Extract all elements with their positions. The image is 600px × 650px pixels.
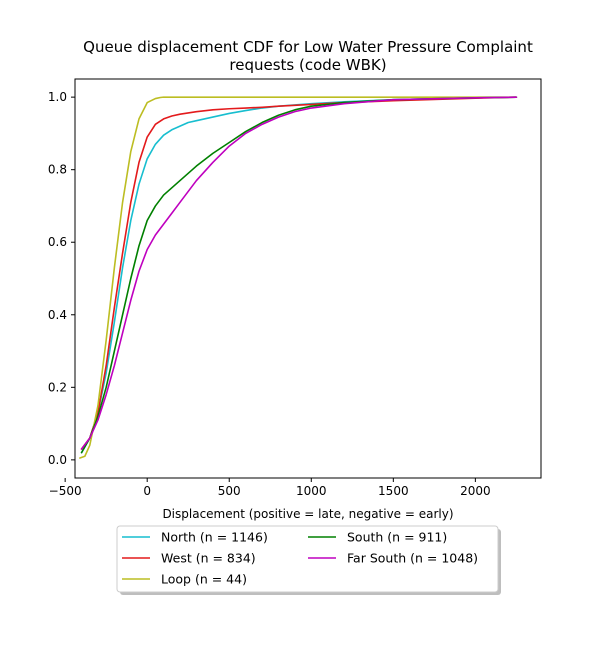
x-tick-label: −500 <box>49 484 82 498</box>
chart-title-line-1: Queue displacement CDF for Low Water Pre… <box>83 38 533 56</box>
legend-label-0: North (n = 1146) <box>161 530 268 545</box>
x-tick-label: 1000 <box>296 484 327 498</box>
x-tick-label: 500 <box>218 484 241 498</box>
legend: North (n = 1146) West (n = 834) Loop (n = … <box>116 525 501 595</box>
y-tick-label: 0.6 <box>48 235 67 249</box>
legend-label-3: South (n = 911) <box>347 530 447 545</box>
legend-label-2: Loop (n = 44) <box>161 572 247 587</box>
series-layer <box>79 96 518 459</box>
x-tick-label: 2000 <box>460 484 491 498</box>
y-axis: 0.0 0.2 0.4 0.6 0.8 1.0 <box>48 90 75 467</box>
series-line-3 <box>80 96 518 454</box>
y-tick-label: 0.0 <box>48 453 67 467</box>
series-line-4 <box>80 96 518 450</box>
x-tick-label: 0 <box>143 484 151 498</box>
chart-title-line-2: requests (code WBK) <box>229 56 386 74</box>
x-axis: −500 0 500 1000 1500 2000 <box>49 478 491 498</box>
legend-label-1: West (n = 834) <box>161 551 256 566</box>
series-line-0 <box>80 96 518 454</box>
y-tick-label: 0.4 <box>48 308 67 322</box>
legend-box <box>116 525 499 593</box>
y-tick-label: 0.2 <box>48 380 67 394</box>
y-tick-label: 1.0 <box>48 90 67 104</box>
series-line-1 <box>80 96 518 450</box>
legend-label-4: Far South (n = 1048) <box>347 551 478 566</box>
x-tick-label: 1500 <box>378 484 409 498</box>
series-line-2 <box>79 96 518 459</box>
x-axis-title: Displacement (positive = late, negative … <box>162 507 453 521</box>
plot-frame <box>74 78 542 479</box>
legend-items: North (n = 1146) West (n = 834) Loop (n = … <box>122 530 478 587</box>
y-tick-label: 0.8 <box>48 163 67 177</box>
